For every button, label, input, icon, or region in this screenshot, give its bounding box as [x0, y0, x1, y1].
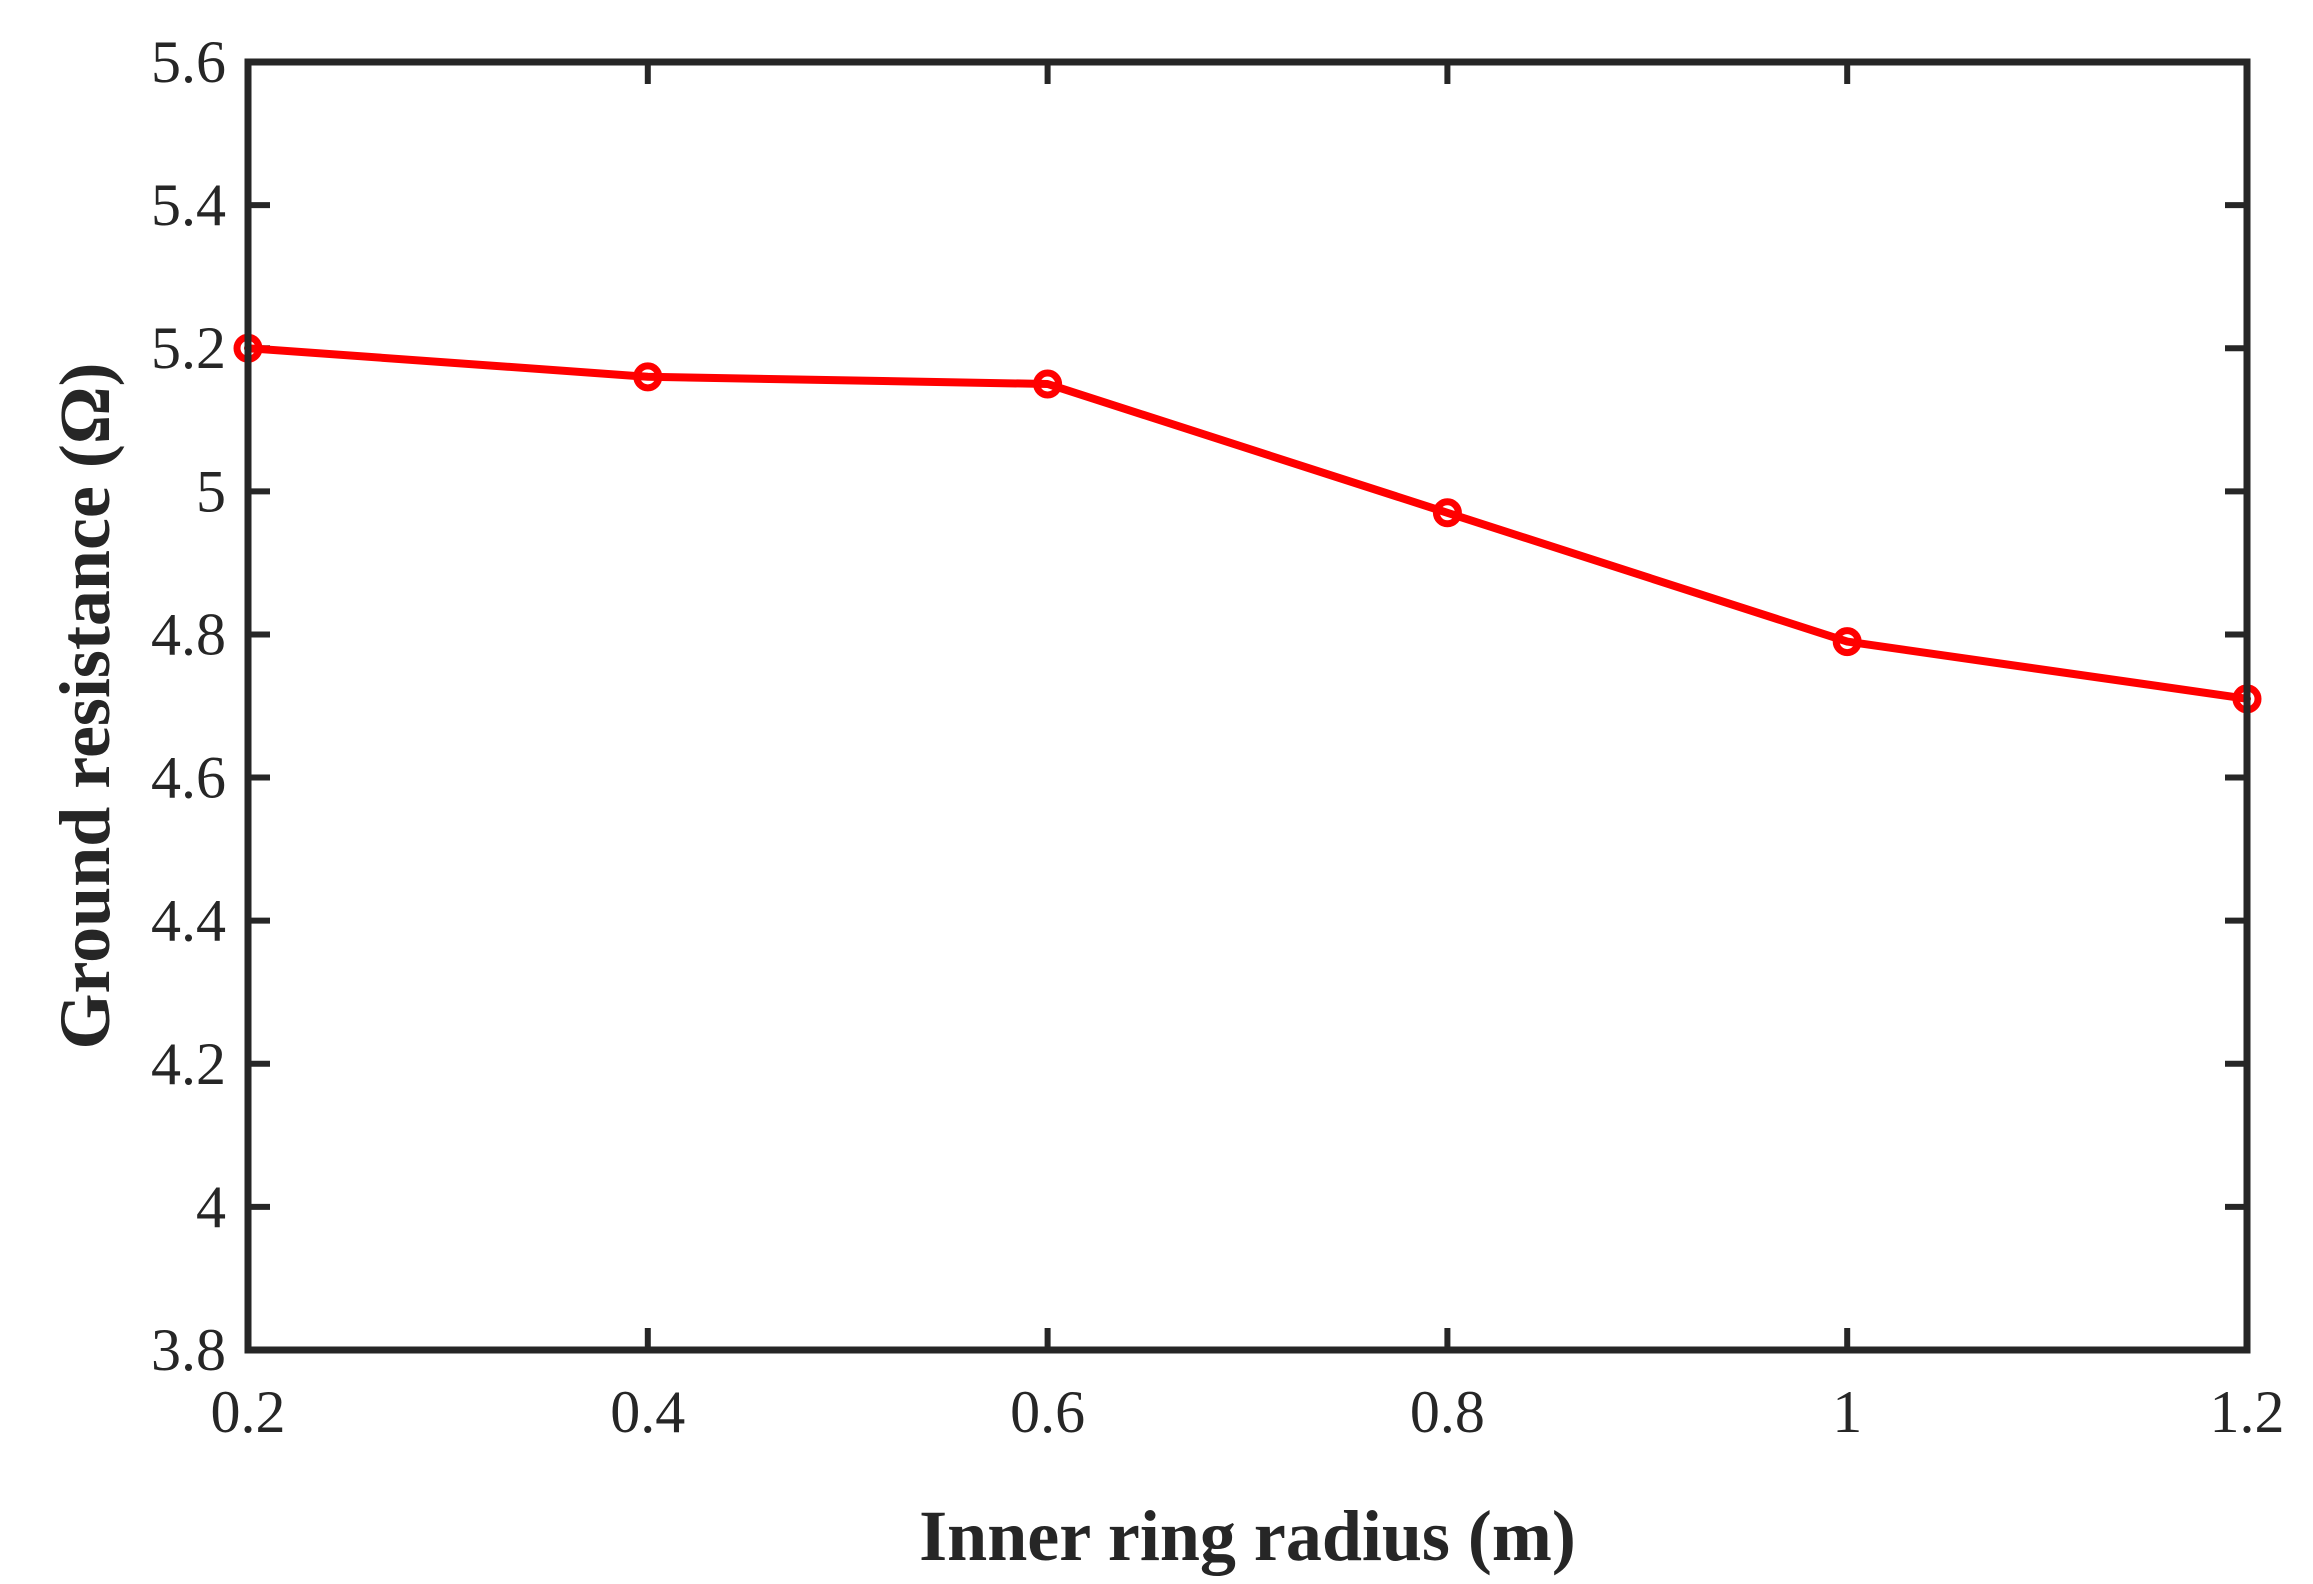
x-tick-label: 0.6	[1010, 1379, 1085, 1445]
data-point	[1432, 498, 1462, 528]
x-tick-label: 0.2	[211, 1379, 286, 1445]
plot-area-frame	[244, 58, 2251, 1354]
y-tick-label: 4.6	[151, 745, 226, 811]
y-tick-label: 4	[196, 1174, 226, 1240]
y-tick-label: 5.2	[151, 315, 226, 381]
y-tick-label: 4.2	[151, 1031, 226, 1097]
data-point	[633, 362, 663, 392]
x-axis-title: Inner ring radius (m)	[919, 1496, 1576, 1576]
y-tick-label: 4.8	[151, 601, 226, 667]
y-tick-label: 4.4	[151, 888, 226, 954]
y-tick-label: 5.4	[151, 172, 226, 238]
y-tick-label: 5.6	[151, 29, 226, 95]
x-tick-label: 0.4	[610, 1379, 685, 1445]
x-tick-label: 1.2	[2210, 1379, 2285, 1445]
y-tick-label: 5	[196, 458, 226, 524]
y-axis-title: Ground resistance (Ω)	[45, 363, 125, 1050]
x-tick-label: 1	[1832, 1379, 1862, 1445]
series-line	[244, 344, 2251, 703]
tick-labels: 0.2 0.4 0.6 0.8 1 1.2 3.8 4 4.2 4.4 4.6 4.8 5 5.2 5.4 5…	[151, 29, 2285, 1445]
x-tick-label: 0.8	[1410, 1379, 1485, 1445]
y-tick-label: 3.8	[151, 1317, 226, 1383]
data-point	[1832, 627, 1862, 657]
data-point	[1033, 369, 1063, 399]
